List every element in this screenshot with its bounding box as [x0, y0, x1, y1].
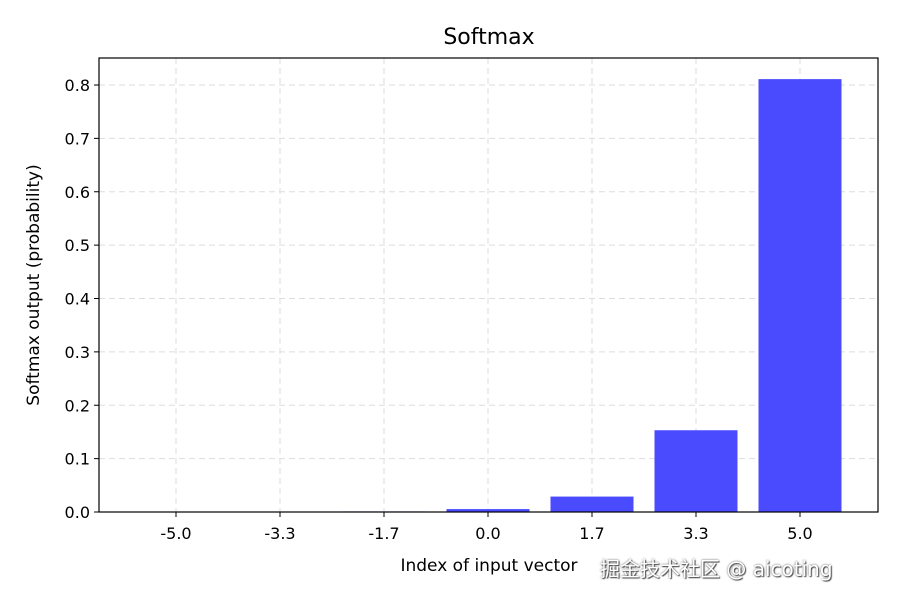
x-tick-label: -5.0 — [160, 524, 191, 543]
bar-1.7 — [550, 496, 634, 512]
x-tick-label: 3.3 — [683, 524, 708, 543]
x-tick-label: 0.0 — [475, 524, 500, 543]
y-axis-label: Softmax output (probability) — [24, 164, 44, 405]
bar-5.0 — [758, 79, 842, 512]
x-tick-label: 1.7 — [579, 524, 604, 543]
y-tick-label: 0.2 — [65, 396, 90, 415]
x-axis-label: Index of input vector — [400, 556, 577, 576]
y-tick-label: 0.4 — [65, 290, 90, 309]
y-tick-label: 0.3 — [65, 343, 90, 362]
x-tick-label: -1.7 — [368, 524, 399, 543]
y-ticks: 0.0 0.1 0.2 0.3 0.4 0.5 0.6 0.7 0.8 — [65, 76, 99, 522]
y-tick-label: 0.0 — [65, 503, 90, 522]
bar-3.3 — [654, 430, 738, 512]
bars — [134, 79, 842, 512]
y-tick-label: 0.1 — [65, 450, 90, 469]
x-ticks: -5.0 -3.3 -1.7 0.0 1.7 3.3 5.0 — [160, 512, 813, 543]
y-tick-label: 0.8 — [65, 76, 90, 95]
x-tick-label: -3.3 — [264, 524, 295, 543]
y-tick-label: 0.7 — [65, 129, 90, 148]
y-tick-label: 0.5 — [65, 236, 90, 255]
x-tick-label: 5.0 — [787, 524, 812, 543]
chart-title: Softmax — [443, 25, 534, 50]
y-tick-label: 0.6 — [65, 183, 90, 202]
watermark: 掘金技术社区 @ aicoting — [600, 557, 833, 581]
bar-0.0 — [446, 509, 530, 512]
